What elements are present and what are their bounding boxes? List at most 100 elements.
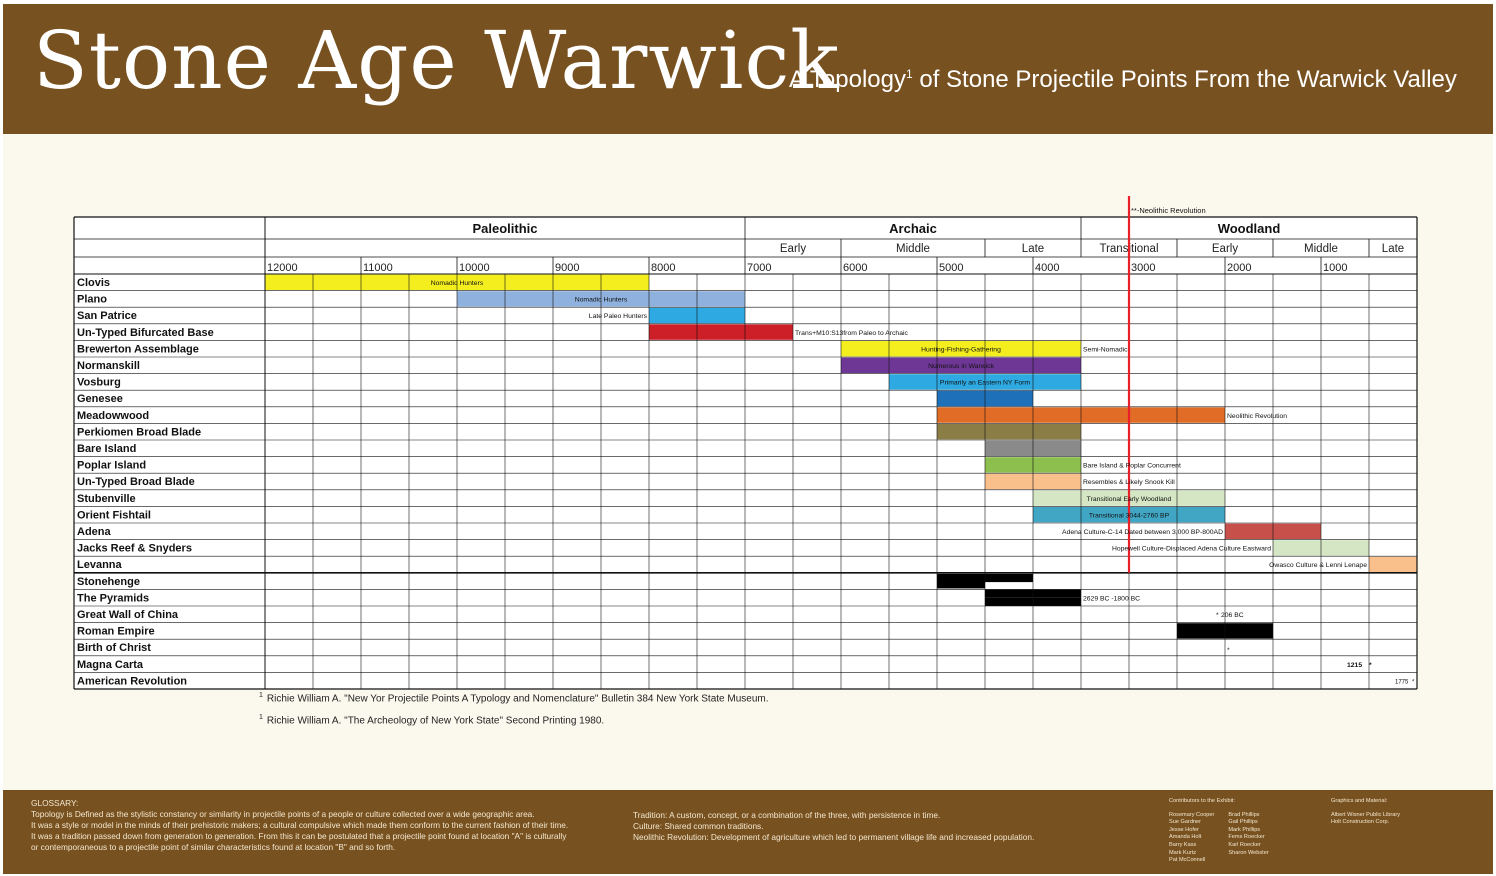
tick-label: 9000 — [555, 262, 579, 274]
bar-label: Adena Culture-C-14 Dated between 3,000 B… — [1062, 529, 1223, 536]
definition-culture: Culture: Shared common traditions. — [633, 821, 764, 831]
row-name: Great Wall of China — [77, 609, 179, 621]
glossary-definitions: Tradition: A custom, concept, or a combi… — [633, 810, 1034, 843]
glossary-line: or contemporaneous to a projectile point… — [31, 842, 396, 852]
poster: Stone Age Warwick A Topology1 of Stone P… — [3, 4, 1493, 874]
header-banner: Stone Age Warwick A Topology1 of Stone P… — [3, 4, 1493, 134]
bar-label: Numerous in Warwick — [928, 363, 994, 370]
bar-normanskill — [841, 357, 1081, 373]
bar-label: Hopewell Culture-Displaced Adena Culture… — [1112, 546, 1271, 553]
row-name: Levanna — [77, 559, 123, 571]
row-name: Orient Fishtail — [77, 509, 151, 521]
tick-label: 3000 — [1131, 262, 1155, 274]
definition-tradition: Tradition: A custom, concept, or a combi… — [633, 810, 941, 820]
tick-label: 5000 — [939, 262, 963, 274]
row-name: Roman Empire — [77, 626, 155, 638]
bar-perkiomen-broad-blade — [937, 424, 1081, 440]
row-name: Bare Island — [77, 443, 136, 455]
point-marker: * — [1227, 647, 1230, 654]
row-name: Magna Carta — [77, 659, 144, 671]
bar-un-typed-bifurcated-base — [649, 324, 793, 340]
glossary: GLOSSARY: Topology is Defined as the sty… — [31, 798, 568, 853]
point-label: 1775 — [1395, 679, 1409, 685]
footnote-1-sup: 1 — [259, 692, 263, 699]
footnote-2: 1 Richie William A. "The Archeology of Ne… — [259, 714, 769, 726]
footer-banner: GLOSSARY: Topology is Defined as the sty… — [3, 790, 1493, 874]
bar-label-secondary: Semi-Nomadic — [1083, 346, 1128, 353]
bar-label: Primarily an Eastern NY Form — [940, 380, 1030, 387]
subtitle-text: A Topology — [789, 66, 906, 93]
row-name: San Patrice — [77, 310, 137, 322]
period-label: Archaic — [889, 221, 937, 236]
footnotes: 1 Richie William A. "New Yor Projectile P… — [259, 692, 769, 737]
tick-label: 6000 — [843, 262, 867, 274]
row-name: Genesee — [77, 393, 123, 405]
subtitle-text-rest: of Stone Projectile Points From the Warw… — [912, 66, 1457, 93]
bar-label: Neolithic Revolution — [1227, 413, 1287, 420]
row-name: Perkiomen Broad Blade — [77, 426, 201, 438]
contributor: Fems Roecker — [1228, 834, 1265, 841]
bar-label: Late Paleo Hunters — [589, 313, 648, 320]
footnote-2-sup: 1 — [259, 714, 263, 722]
graphics-title: Graphics and Material: — [1331, 798, 1388, 804]
row-name: Jacks Reef & Snyders — [77, 543, 192, 555]
tick-label: 7000 — [747, 262, 771, 274]
contributor: Rosemary Cooper — [1169, 811, 1215, 818]
point-label: 206 BC — [1221, 612, 1244, 619]
contributor: Mark Phillips — [1228, 826, 1261, 833]
tick-label: 10000 — [459, 262, 490, 274]
bar-label: Nomadic Hunters — [575, 297, 628, 304]
contributors: Contributors to the Exhibit: Rosemary Co… — [1169, 798, 1269, 865]
subperiod-label: Late — [1022, 243, 1044, 255]
row-name: Vosburg — [77, 377, 121, 389]
footnote-2-text: Richie William A. "The Archeology of New… — [266, 715, 605, 727]
row-name: Un-Typed Broad Blade — [77, 476, 195, 488]
row-name: Meadowwood — [77, 410, 149, 422]
contributor: Karl Roecker — [1228, 841, 1261, 848]
row-name: The Pyramids — [77, 592, 149, 604]
contributors-title: Contributors to the Exhibit: — [1169, 798, 1235, 804]
glossary-line: Topology is Defined as the stylistic con… — [31, 809, 535, 819]
contributor: Amanda Holt — [1169, 834, 1202, 841]
contributor: Gail Phillips — [1228, 819, 1258, 826]
contributor: Mark Kurtz — [1169, 849, 1197, 856]
row-name: Brewerton Assemblage — [77, 343, 199, 355]
row-name: Birth of Christ — [77, 642, 151, 654]
page-subtitle: A Topology1 of Stone Projectile Points F… — [789, 66, 1457, 94]
subperiod-label: Early — [780, 243, 806, 255]
glossary-title: GLOSSARY: — [31, 798, 79, 808]
graphics-credits: Graphics and Material: Albert Wisner Pub… — [1331, 798, 1400, 827]
graphics-credit: Albert Wisner Public Library — [1331, 811, 1401, 818]
glossary-line: It was a style or model in the minds of … — [31, 820, 569, 830]
bar-label: Resembles & Likely Snook Kill — [1083, 479, 1175, 486]
row-name: Poplar Island — [77, 460, 146, 472]
bar-brewerton-assemblage — [841, 341, 1081, 357]
footnote-1-text: Richie William A. "New Yor Projectile Po… — [266, 693, 769, 705]
tick-label: 4000 — [1035, 262, 1059, 274]
subperiod-label: Early — [1212, 243, 1238, 255]
bar-stonehenge-lower — [937, 581, 985, 589]
subperiod-label: Middle — [896, 243, 930, 255]
row-name: Clovis — [77, 277, 110, 289]
point-label: 1215 — [1347, 662, 1362, 669]
bar-label: Nomadic Hunters — [431, 280, 484, 287]
page-title: Stone Age Warwick — [33, 14, 840, 107]
row-name: Stonehenge — [77, 576, 140, 588]
contributors-column-1: Rosemary Cooper Sue Gardner Jesse Hofer … — [1169, 812, 1214, 865]
point-marker: * — [1369, 662, 1372, 669]
glossary-line: It was a tradition passed down from gene… — [31, 831, 567, 841]
contributor: Barry Kass — [1169, 841, 1197, 848]
tick-label: 1000 — [1323, 262, 1347, 274]
tick-label: 2000 — [1227, 262, 1251, 274]
subperiod-label: Middle — [1304, 243, 1338, 255]
row-name: Normanskill — [77, 360, 140, 372]
footnote-1: 1 Richie William A. "New Yor Projectile P… — [259, 692, 769, 704]
contributor: Sharon Webster — [1228, 849, 1269, 856]
bar-label: 2629 BC -1800 BC — [1083, 595, 1140, 602]
tick-label: 8000 — [651, 262, 675, 274]
point-marker: * — [1216, 612, 1219, 619]
table-background — [74, 217, 1417, 689]
bar-label: Owasco Culture & Lenni Lenape — [1269, 562, 1367, 569]
point-marker: * — [1412, 679, 1415, 685]
subperiod-label: Late — [1382, 243, 1404, 255]
